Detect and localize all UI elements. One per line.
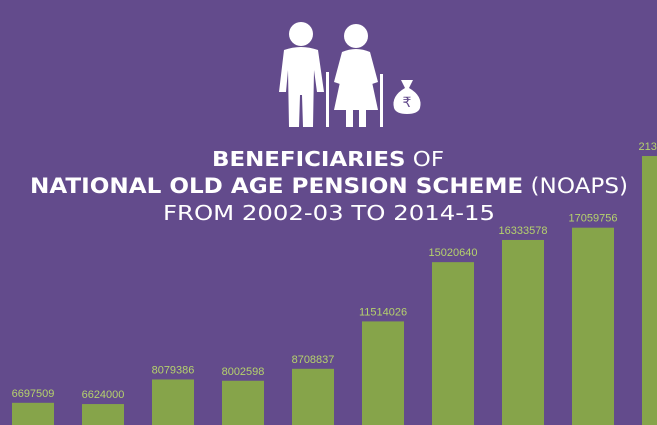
bar (362, 321, 404, 425)
bar (292, 368, 334, 425)
value-label: 6697509 (12, 388, 55, 400)
value-label: 16333578 (499, 225, 548, 237)
bar (502, 239, 544, 425)
title-part: OF (406, 147, 444, 171)
value-label: 6624000 (82, 389, 125, 401)
money-bag-icon: ₹ (393, 80, 421, 114)
bar (432, 262, 474, 425)
title-part: (NOAPS) (523, 174, 628, 198)
title-part: FROM 2002-03 TO 2014-15 (163, 201, 495, 225)
elderly-couple-icon (279, 22, 383, 127)
bar (222, 380, 264, 425)
title-line: BENEFICIARIES OF (212, 147, 444, 171)
value-label: 8708837 (292, 354, 335, 366)
value-label: 8079386 (152, 364, 195, 376)
value-label: 11514026 (359, 306, 407, 318)
title-line: NATIONAL OLD AGE PENSION SCHEME (NOAPS) (30, 174, 628, 198)
value-label: 21300000 (639, 141, 657, 153)
bar (572, 227, 614, 425)
title-part: BENEFICIARIES (212, 147, 406, 171)
value-label: 15020640 (429, 247, 478, 259)
value-label: 8002598 (222, 366, 265, 378)
bar (152, 379, 194, 425)
title-part: NATIONAL OLD AGE PENSION SCHEME (30, 174, 523, 198)
title-line: FROM 2002-03 TO 2014-15 (163, 201, 495, 225)
value-label: 17059756 (569, 213, 618, 225)
rupee-symbol: ₹ (403, 95, 412, 111)
bar (12, 402, 54, 425)
bar (642, 156, 657, 425)
bar (82, 404, 124, 425)
